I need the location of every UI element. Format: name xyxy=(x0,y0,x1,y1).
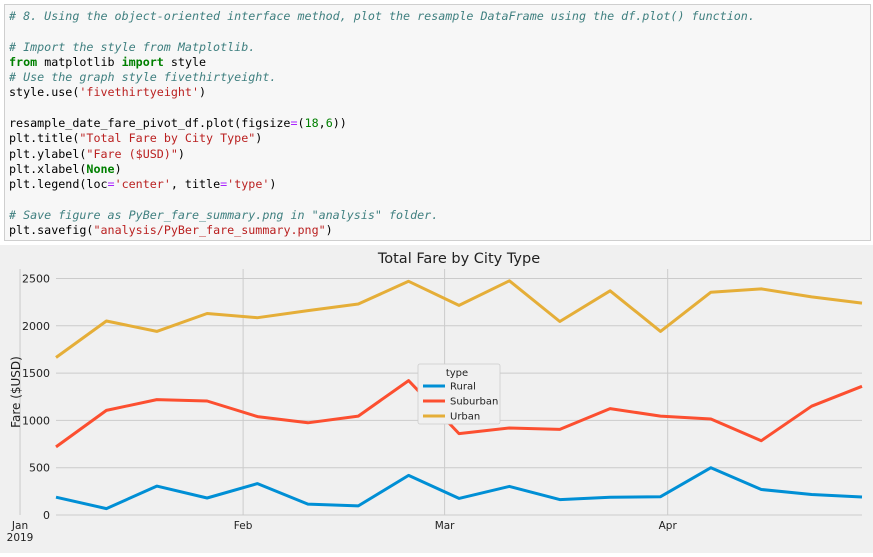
x-tick-label: Mar xyxy=(435,520,455,532)
code-token: "Total Fare by City Type" xyxy=(79,131,256,146)
code-token: ) xyxy=(199,85,207,100)
code-line: resample_date_fare_pivot_df.plot(figsize… xyxy=(9,116,347,130)
code-token: 6 xyxy=(325,116,333,131)
series-lines xyxy=(55,279,863,511)
code-editor[interactable]: # 8. Using the object-oriented interface… xyxy=(5,5,870,238)
y-tick-label: 0 xyxy=(43,509,50,522)
code-token: ) xyxy=(114,161,122,176)
code-token: import xyxy=(121,54,164,69)
legend-label: Rural xyxy=(450,382,476,393)
code-token: # Use the graph style fivethirtyeight. xyxy=(9,70,277,85)
code-token: None xyxy=(86,161,115,176)
code-token: 'center' xyxy=(114,177,171,192)
code-token: matplotlib xyxy=(37,54,122,69)
code-token: "Fare ($USD)" xyxy=(86,146,178,161)
y-axis-ticks: 0 500 1000 1500 2000 2500 xyxy=(22,272,50,522)
code-token: )) xyxy=(332,116,347,131)
code-token: ( xyxy=(297,116,305,131)
legend-box xyxy=(417,363,501,425)
code-line: plt.legend(loc='center', title='type') xyxy=(9,177,276,191)
code-token: 'type' xyxy=(227,177,270,192)
code-token: plt.savefig( xyxy=(9,223,94,238)
code-line: plt.savefig("analysis/PyBer_fare_summary… xyxy=(9,223,333,237)
y-axis-label: Fare ($USD) xyxy=(9,356,23,428)
series-line-urban xyxy=(55,279,863,359)
code-token: ) xyxy=(269,177,277,192)
code-token: plt.legend(loc xyxy=(9,177,108,192)
series-line-suburban xyxy=(55,379,863,449)
code-token: "analysis/PyBer_fare_summary.png" xyxy=(93,223,326,238)
y-tick-label: 1500 xyxy=(22,367,50,380)
legend-label: Suburban xyxy=(450,397,498,408)
y-tick-label: 1000 xyxy=(22,414,50,427)
code-token: # Save figure as PyBer_fare_summary.png … xyxy=(9,207,439,222)
code-token: plt.title( xyxy=(9,131,80,146)
legend: type Rural Suburban Urban xyxy=(417,363,501,425)
code-token: ) xyxy=(325,223,333,238)
output-area: 0 500 1000 1500 2000 2500 Jan 2019 Feb Mar Apr To… xyxy=(0,245,873,553)
code-token: plt.xlabel( xyxy=(9,161,87,176)
series-line-rural xyxy=(55,466,863,511)
code-token: ) xyxy=(177,146,185,161)
code-line: plt.title("Total Fare by City Type") xyxy=(9,131,262,145)
code-token: = xyxy=(107,177,115,192)
code-token: 18 xyxy=(304,116,319,131)
code-line: # Import the style from Matplotlib. xyxy=(9,40,255,54)
code-token: , title xyxy=(170,177,221,192)
code-token: style.use( xyxy=(9,85,80,100)
code-token: ) xyxy=(255,131,263,146)
code-line: # 8. Using the object-oriented interface… xyxy=(9,9,755,23)
code-line: # Use the graph style fivethirtyeight. xyxy=(9,70,276,84)
code-token: style xyxy=(163,54,207,69)
code-token: , xyxy=(318,116,326,131)
legend-title: type xyxy=(446,368,468,379)
legend-entries: Rural Suburban Urban xyxy=(423,382,498,423)
code-token: = xyxy=(220,177,228,192)
code-token: = xyxy=(290,116,298,131)
x-tick-label: Jan xyxy=(11,520,28,532)
x-tick-label: Feb xyxy=(234,520,253,532)
code-line: style.use('fivethirtyeight') xyxy=(9,85,206,99)
legend-label: Urban xyxy=(450,412,480,423)
code-token: resample_date_fare_pivot_df.plot(figsize xyxy=(9,116,291,131)
x-tick-label: Apr xyxy=(659,520,678,532)
chart-title: Total Fare by City Type xyxy=(377,251,540,267)
y-tick-label: 2000 xyxy=(22,320,50,333)
x-tick-sublabel: 2019 xyxy=(7,532,34,544)
code-line: from matplotlib import style xyxy=(9,55,206,69)
code-token: # Import the style from Matplotlib. xyxy=(9,39,256,54)
code-line: # Save figure as PyBer_fare_summary.png … xyxy=(9,208,438,222)
code-token: plt.ylabel( xyxy=(9,146,87,161)
code-cell[interactable]: # 8. Using the object-oriented interface… xyxy=(4,4,871,241)
y-tick-label: 2500 xyxy=(22,272,50,285)
code-token: from xyxy=(9,54,38,69)
code-line: plt.xlabel(None) xyxy=(9,162,122,176)
y-tick-label: 500 xyxy=(29,462,50,475)
code-token: # 8. Using the object-oriented interface… xyxy=(9,9,755,23)
code-line: plt.ylabel("Fare ($USD)") xyxy=(9,147,185,161)
code-token: 'fivethirtyeight' xyxy=(79,85,199,100)
